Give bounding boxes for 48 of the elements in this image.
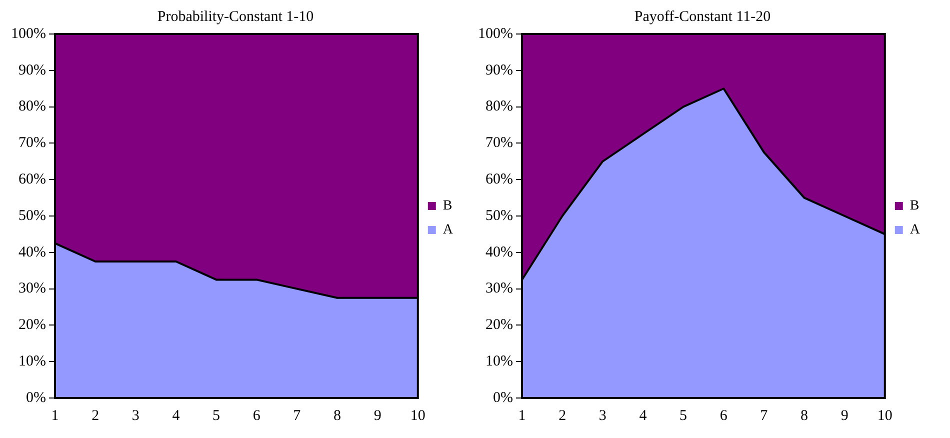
y-tick-label: 90% [18,62,46,78]
chart-title: Probability-Constant 1-10 [157,8,314,25]
legend-label: A [910,222,921,238]
y-tick-label: 60% [485,172,513,188]
y-tick-label: 90% [485,62,513,78]
y-tick-label: 30% [18,280,46,297]
x-tick-label: 2 [558,408,566,424]
y-tick-label: 80% [485,98,513,115]
x-tick-label: 10 [410,408,426,424]
y-tick-label: 80% [18,98,46,115]
y-tick-label: 0% [26,390,46,406]
legend-label: A [442,222,454,238]
y-tick-label: 10% [18,354,46,370]
x-tick-label: 9 [374,408,382,424]
y-tick-label: 100% [478,26,513,42]
y-tick-label: 70% [485,135,513,152]
y-tick-label: 70% [18,135,46,152]
x-tick-label: 3 [132,408,140,424]
y-tick-label: 20% [485,317,513,334]
y-tick-label: 0% [492,390,513,406]
x-tick-label: 6 [720,408,728,424]
y-tick-label: 50% [485,208,513,224]
y-tick-label: 100% [10,26,46,42]
x-tick-label: 4 [639,408,648,424]
x-tick-label: 5 [680,408,688,424]
x-tick-label: 7 [293,408,302,424]
x-tick-label: 9 [840,408,848,424]
x-tick-label: 4 [172,408,180,424]
y-tick-label: 60% [18,172,46,188]
y-tick-label: 40% [18,244,46,260]
x-tick-label: 3 [598,408,606,424]
x-tick-label: 6 [252,408,261,424]
legend-label: B [442,198,452,214]
y-tick-label: 30% [485,280,513,297]
x-tick-label: 10 [877,408,892,424]
x-tick-label: 8 [333,408,341,424]
x-tick-label: 1 [518,408,526,424]
y-tick-label: 10% [485,354,513,370]
x-tick-label: 8 [800,408,808,424]
y-tick-label: 20% [18,317,46,334]
chart-title: Payoff-Constant 11-20 [634,8,771,25]
legend-label: B [910,198,920,214]
x-tick-label: 2 [92,408,100,424]
x-tick-label: 1 [51,408,59,424]
y-tick-label: 50% [18,208,46,224]
y-tick-label: 40% [485,244,513,260]
x-tick-label: 5 [212,408,220,424]
x-tick-label: 7 [760,408,768,424]
